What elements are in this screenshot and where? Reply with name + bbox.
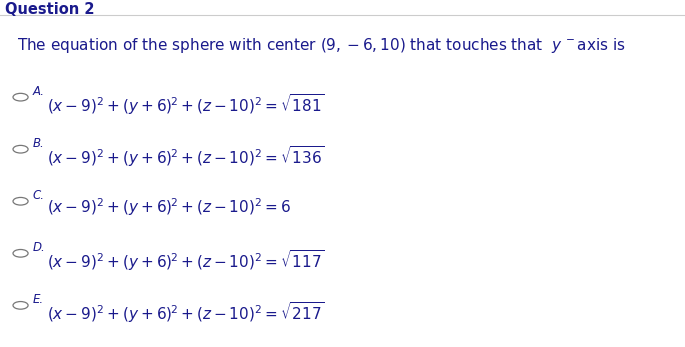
Text: $(x-9)^2 + \left(y+6\right)^{\!2} + (z-10)^2 = \sqrt{117}$: $(x-9)^2 + \left(y+6\right)^{\!2} + (z-1… [47,248,324,273]
Text: Question 2: Question 2 [5,2,95,17]
Text: B.: B. [33,137,45,150]
Text: D.: D. [33,241,46,254]
Text: C.: C. [33,189,45,202]
Text: $(x-9)^2 + \left(y+6\right)^{\!2} + (z-10)^2 = 6$: $(x-9)^2 + \left(y+6\right)^{\!2} + (z-1… [47,196,290,218]
Text: The equation of the sphere with center $(9,-6,10)$ that touches that  $\mathit{y: The equation of the sphere with center $… [17,36,625,56]
Text: $(x-9)^2 + \left(y+6\right)^{\!2} + (z-10)^2 = \sqrt{136}$: $(x-9)^2 + \left(y+6\right)^{\!2} + (z-1… [47,144,324,169]
Text: A.: A. [33,85,45,98]
Text: $(x-9)^2 + \left(y+6\right)^{\!2} + (z-10)^2 = \sqrt{217}$: $(x-9)^2 + \left(y+6\right)^{\!2} + (z-1… [47,300,324,325]
Text: $(x-9)^2 + \left(y+6\right)^{\!2} + (z-10)^2 = \sqrt{181}$: $(x-9)^2 + \left(y+6\right)^{\!2} + (z-1… [47,92,324,117]
Text: E.: E. [33,293,44,306]
